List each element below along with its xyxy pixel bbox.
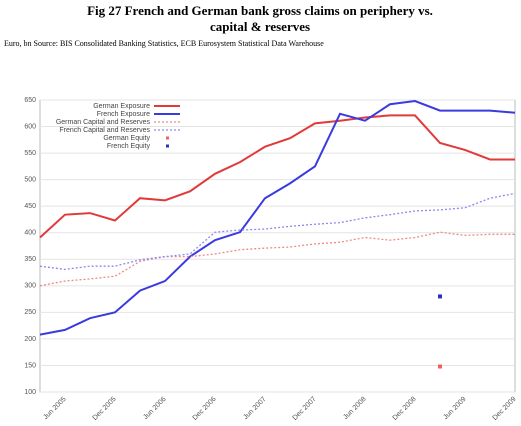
x-tick-label: Jun 2006 bbox=[142, 396, 167, 421]
y-tick-label: 550 bbox=[24, 150, 36, 157]
y-tick-label: 100 bbox=[24, 389, 36, 396]
x-tick-label: Jun 2005 bbox=[42, 396, 67, 421]
legend-label: German Exposure bbox=[93, 103, 150, 110]
series-line bbox=[39, 100, 516, 336]
x-tick-label: Dec 2008 bbox=[392, 396, 418, 422]
series-line bbox=[39, 231, 515, 287]
x-tick-label: Dec 2006 bbox=[192, 396, 218, 422]
series-line bbox=[39, 192, 516, 271]
y-tick-label: 400 bbox=[24, 230, 36, 237]
legend-label: German Capital and Reserves bbox=[56, 119, 151, 126]
x-tick-label: Jun 2007 bbox=[242, 396, 267, 421]
legend-swatch bbox=[166, 144, 169, 148]
y-tick-label: 500 bbox=[24, 176, 36, 183]
chart-subtitle: Euro, bn Source: BIS Consolidated Bankin… bbox=[4, 39, 324, 48]
x-tick-label: Dec 2007 bbox=[292, 396, 318, 422]
series-line bbox=[39, 114, 515, 239]
point bbox=[438, 294, 442, 299]
y-tick-label: 300 bbox=[24, 283, 36, 290]
x-tick-label: Dec 2005 bbox=[92, 396, 118, 422]
y-tick-label: 150 bbox=[24, 362, 36, 369]
legend-label: French Equity bbox=[107, 143, 151, 150]
y-tick-label: 600 bbox=[24, 123, 36, 130]
y-tick-label: 350 bbox=[24, 256, 36, 263]
legend-label: French Exposure bbox=[97, 111, 150, 118]
y-tick-label: 200 bbox=[24, 336, 36, 343]
y-tick-label: 650 bbox=[24, 97, 36, 104]
legend-label: German Equity bbox=[103, 135, 150, 142]
y-tick-label: 250 bbox=[24, 309, 36, 316]
legend-label: French Capital and Reserves bbox=[59, 127, 150, 134]
chart-title: capital & reserves bbox=[210, 19, 310, 34]
x-tick-label: Dec 2009 bbox=[492, 396, 518, 422]
y-tick-label: 450 bbox=[24, 203, 36, 210]
point bbox=[438, 364, 442, 369]
x-tick-label: Jun 2008 bbox=[342, 396, 367, 421]
legend-swatch bbox=[166, 136, 169, 140]
x-tick-label: Jun 2009 bbox=[442, 396, 467, 421]
chart-title: Fig 27 French and German bank gross clai… bbox=[87, 3, 433, 18]
